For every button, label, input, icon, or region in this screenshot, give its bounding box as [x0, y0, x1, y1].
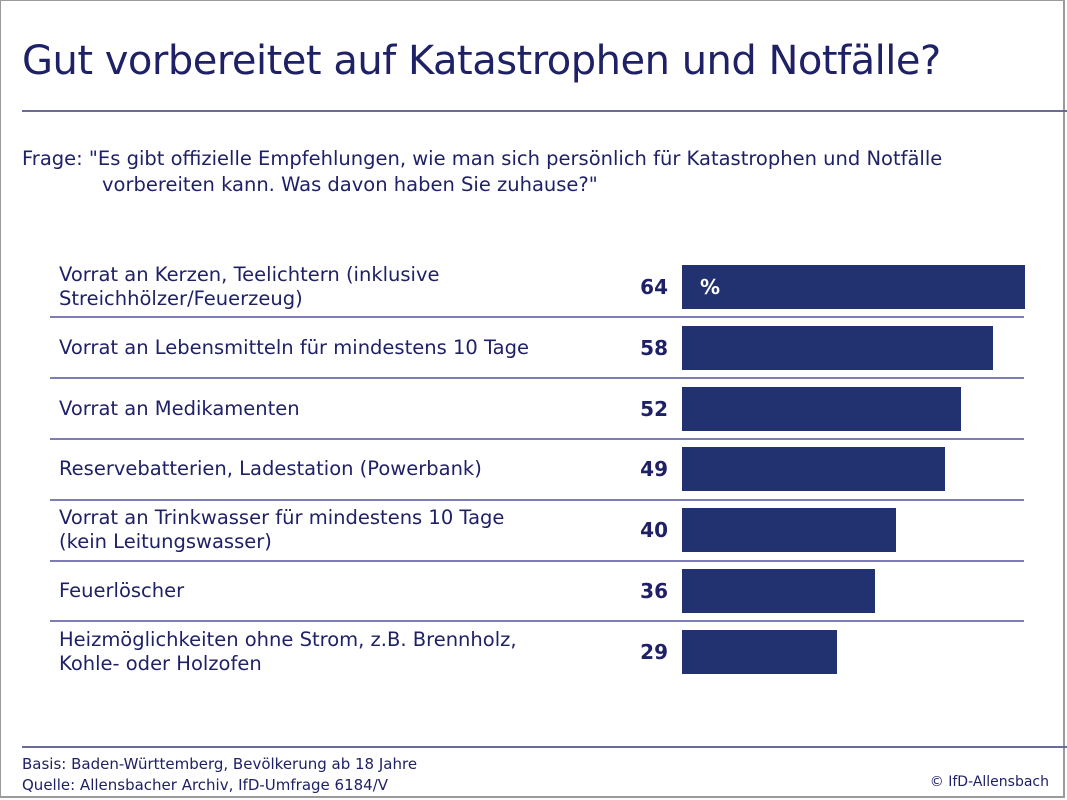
category-label: Vorrat an Medikamenten	[59, 397, 300, 421]
footer-source: Quelle: Allensbacher Archiv, IfD-Umfrage…	[22, 776, 389, 794]
value-label: 52	[640, 396, 668, 421]
value-label: 64	[640, 275, 668, 299]
unit-label: %	[700, 275, 721, 299]
row-separator	[50, 316, 1024, 319]
category-label: Vorrat an Trinkwasser für mindestens 10 …	[59, 506, 504, 554]
row-separator	[50, 498, 1024, 501]
bar	[682, 569, 875, 613]
footer-basis: Basis: Baden-Württemberg, Bevölkerung ab…	[22, 755, 418, 773]
survey-question: Frage: "Es gibt offizielle Empfehlungen,…	[22, 146, 942, 198]
row-separator	[50, 377, 1024, 380]
title-divider	[22, 110, 1067, 112]
footer-divider	[22, 746, 1067, 748]
category-label: Heizmöglichkeiten ohne Strom, z.B. Brenn…	[59, 628, 517, 676]
copyright: © IfD-Allensbach	[929, 774, 1049, 790]
category-label-line: Vorrat an Medikamenten	[59, 396, 300, 420]
bar	[682, 447, 945, 492]
bar	[682, 386, 961, 431]
category-label-line: Streichhölzer/Feuerzeug)	[59, 287, 303, 310]
bar	[682, 325, 993, 370]
category-label-line: (kein Leitungswasser)	[59, 530, 272, 554]
question-text-line2: vorbereiten kann. Was davon haben Sie zu…	[102, 173, 598, 196]
value-label: 49	[640, 457, 668, 482]
chart-title: Gut vorbereitet auf Katastrophen und Not…	[22, 38, 941, 84]
category-label-line: Vorrat an Kerzen, Teelichtern (inklusive	[59, 263, 440, 286]
category-label-line: Vorrat an Trinkwasser für mindestens 10 …	[59, 506, 505, 530]
category-label-line: Reservebatterien, Ladestation (Powerbank…	[59, 457, 482, 481]
category-label-line: Heizmöglichkeiten ohne Strom, z.B. Brenn…	[59, 627, 517, 651]
category-label: Vorrat an Kerzen, Teelichtern (inklusive…	[59, 263, 440, 311]
category-label: Reservebatterien, Ladestation (Powerbank…	[59, 457, 482, 481]
category-label: Feuerlöscher	[59, 579, 184, 603]
row-separator	[50, 620, 1024, 623]
bar	[682, 508, 897, 553]
footer: Basis: Baden-Württemberg, Bevölkerung ab…	[22, 754, 417, 796]
row-separator	[50, 559, 1024, 562]
value-label: 29	[640, 639, 668, 664]
category-label-line: Kohle- oder Holzofen	[59, 651, 262, 675]
value-label: 36	[640, 579, 668, 603]
bar	[682, 265, 1025, 309]
value-label: 40	[640, 518, 668, 543]
value-label: 58	[640, 335, 668, 360]
row-separator	[50, 438, 1024, 440]
category-label-line: Feuerlöscher	[59, 579, 185, 602]
question-text-line1: "Es gibt offizielle Empfehlungen, wie ma…	[88, 147, 943, 170]
bar	[682, 629, 838, 674]
category-label-line: Vorrat an Lebensmitteln für mindestens 1…	[59, 335, 529, 359]
question-label: Frage:	[22, 147, 83, 170]
category-label: Vorrat an Lebensmitteln für mindestens 1…	[59, 336, 529, 360]
